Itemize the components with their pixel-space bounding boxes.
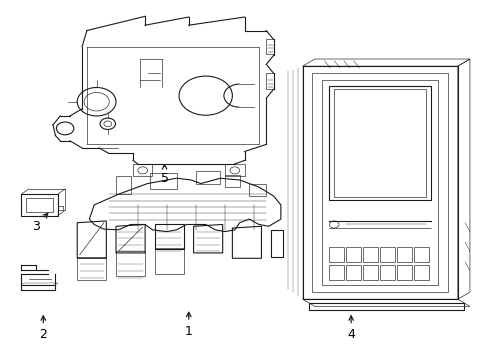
Text: 3: 3 bbox=[32, 213, 48, 233]
Text: 2: 2 bbox=[39, 316, 47, 341]
Text: 1: 1 bbox=[184, 312, 192, 338]
Text: 4: 4 bbox=[346, 316, 354, 341]
Text: 5: 5 bbox=[160, 165, 168, 185]
